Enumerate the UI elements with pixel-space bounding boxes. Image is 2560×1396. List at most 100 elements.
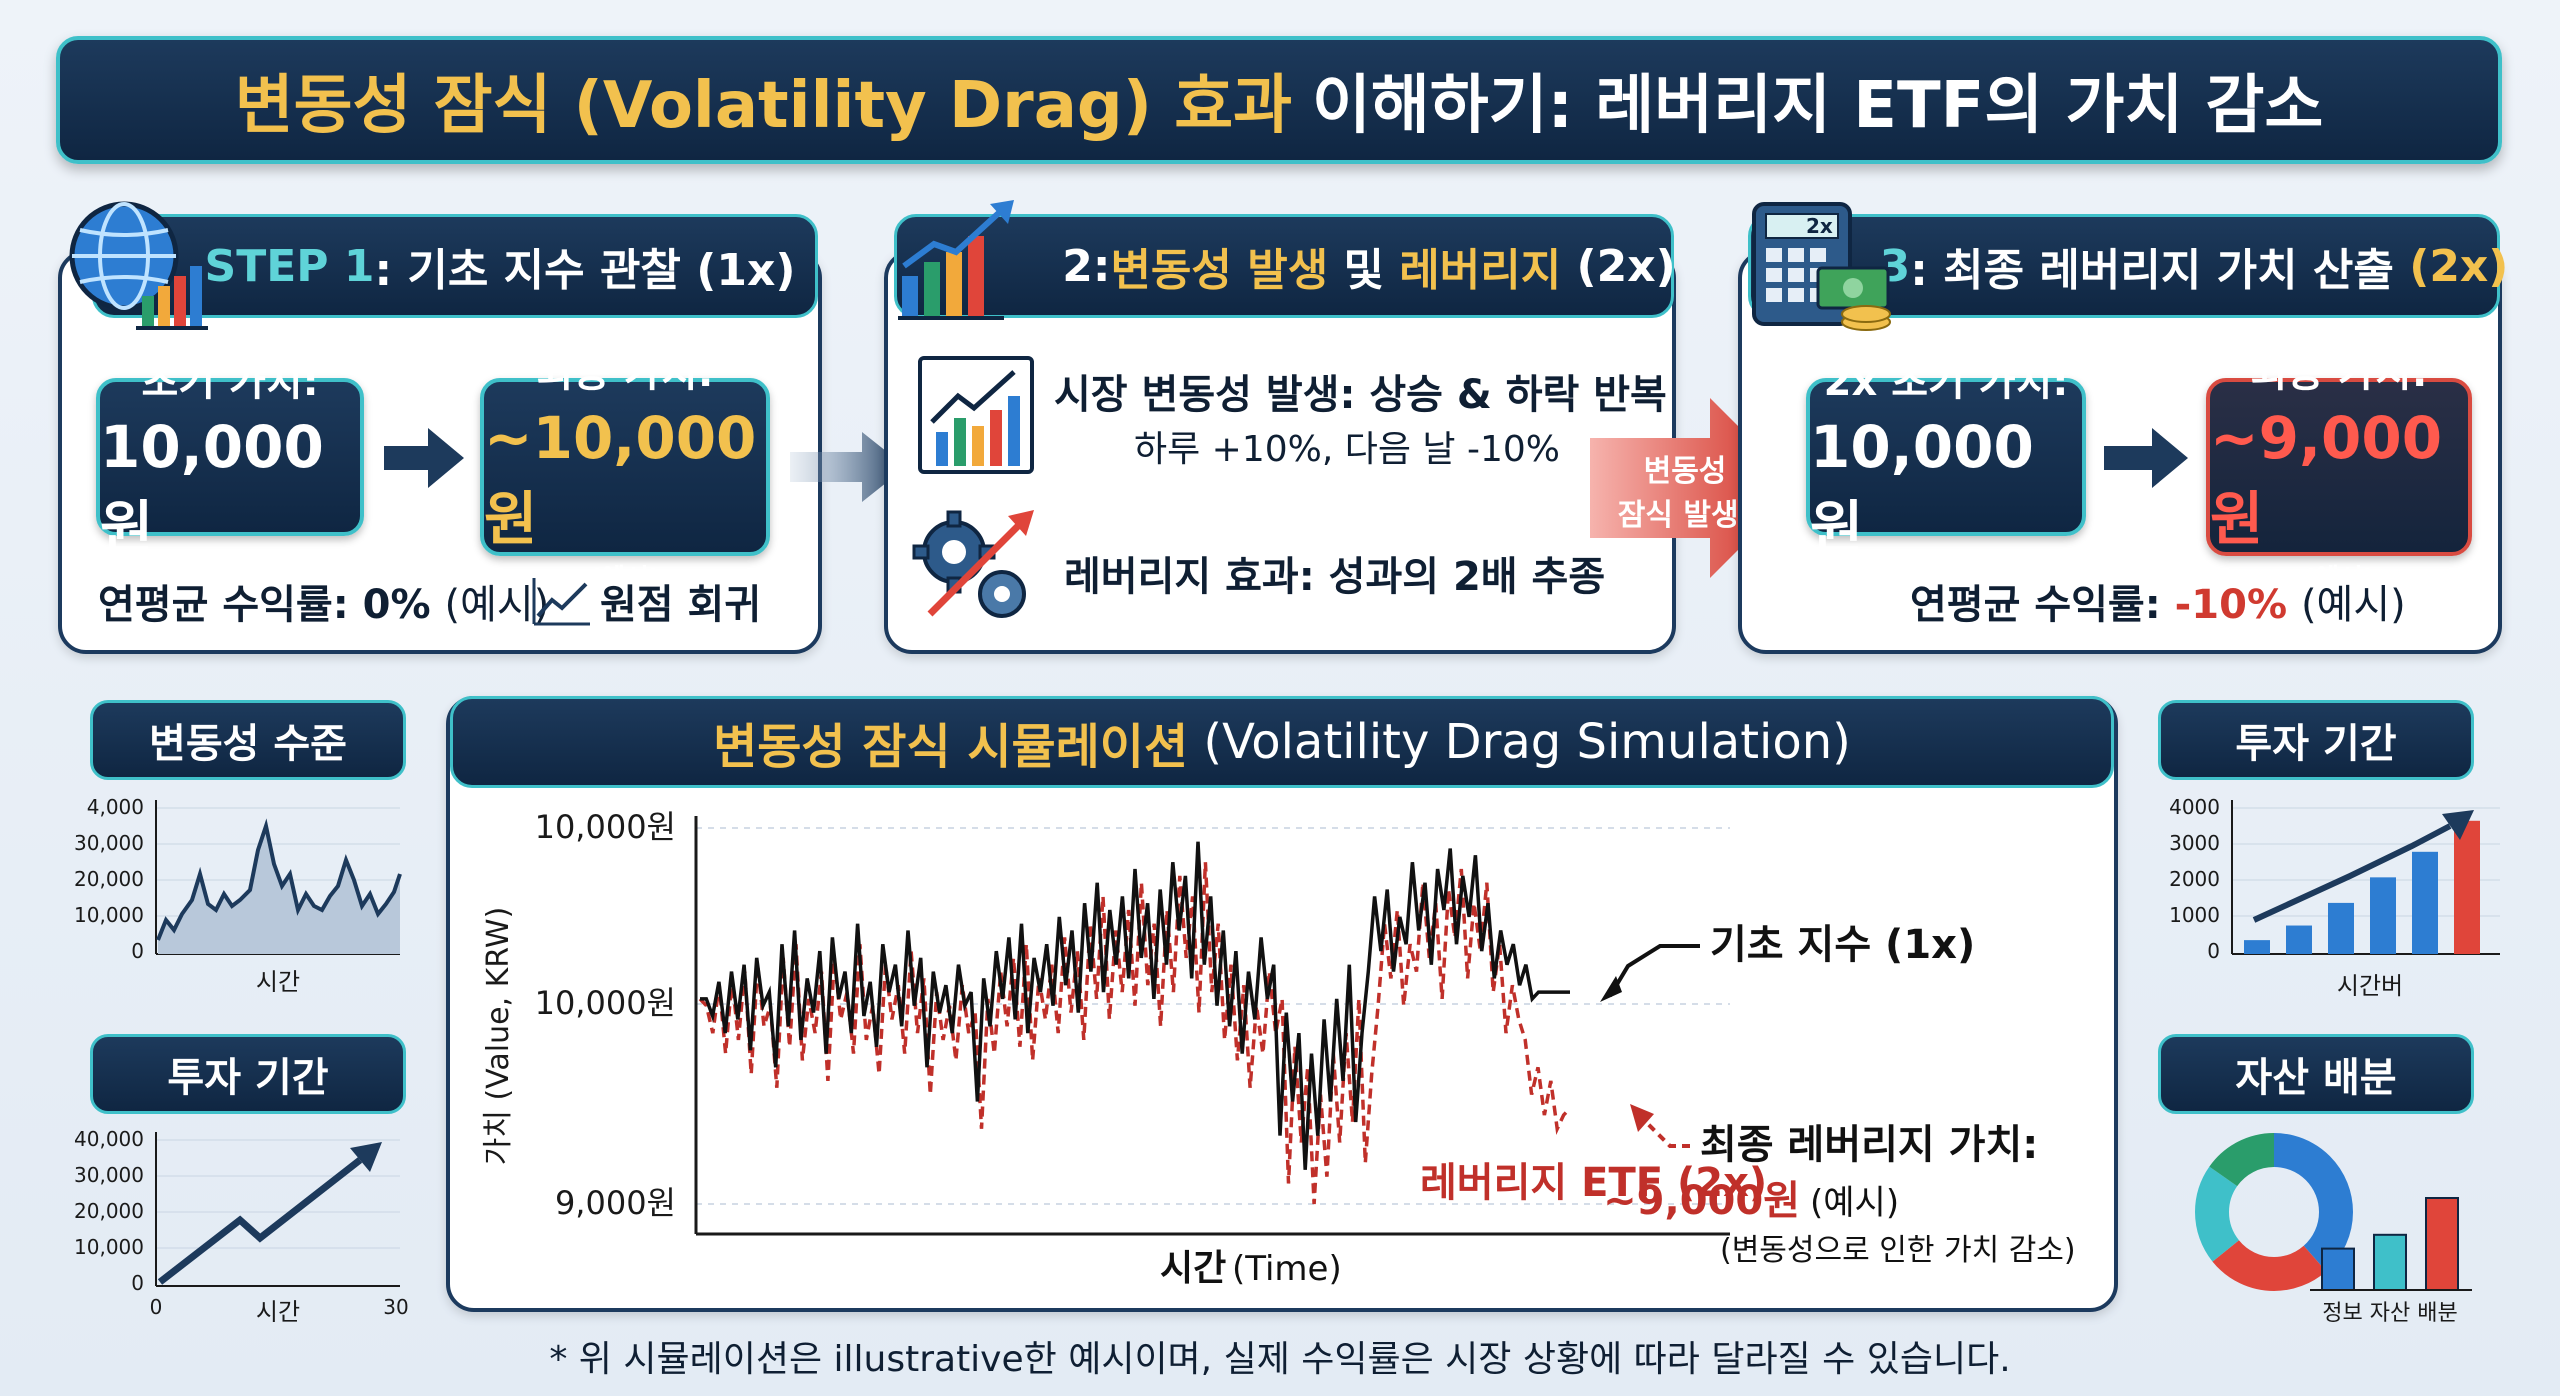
step1-return-label: 연평균 수익률: [98,582,349,628]
allocation-bar [2321,1247,2355,1291]
investment-period-label-right: 투자 기간 [2158,700,2474,780]
period-xlabel: 시간 [256,1298,300,1326]
step3-return-text: 연평균 수익률: -10% (예시) [1910,572,2406,630]
step1-return-text: 연평균 수익률: 0% (예시) [98,572,549,630]
simulation-ylabel: 가치 (Value, KRW) [481,907,516,1166]
step1-header-text: : 기초 지수 관찰 (1x) [374,245,796,296]
vol-tick-4: 0 [131,939,144,963]
period-bar [2286,925,2312,954]
title-banner: 변동성 잠식 (Volatility Drag) 효과 이해하기: 레버리지 E… [56,36,2502,164]
drag-arrow-line2: 잠식 발생! [1617,498,1753,533]
simulation-header-gold: 변동성 잠식 시뮬레이션 [713,719,1189,775]
step2-header: 2: 변동성 발생 및 레버리지 (2x) [894,214,1676,318]
calculator-display-label: 2x [1806,214,1833,238]
sim-ytick-0: 10,000원 [535,808,676,846]
step2-head-mid: 및 [1328,245,1400,296]
step-arrow-1-icon [790,432,906,502]
rp-tick-1: 3000 [2169,831,2220,855]
rp-tick-3: 1000 [2169,903,2220,927]
step1-final-box: 최종 가치: ~10,000원 (예시) [480,350,770,594]
step3-final-value: ~9,000원 [2210,403,2443,553]
legend-etf: 레버리지 ETF (2x) [1420,1160,1767,1206]
index-legend-pointer [1608,944,1700,998]
investment-period-bar-chart: 4000 3000 2000 1000 0 시간버 [2169,795,2500,1000]
step2-head-gold2: 레버리지 [1399,245,1562,296]
base-index-line [700,841,1570,1170]
vol-xlabel: 시간 [256,968,300,996]
step1-header-prefix: STEP 1 [204,240,375,292]
period-bar [2328,902,2354,954]
step2-vol-title: 시장 변동성 발생: 상승 & 하락 반복 [1054,372,1667,418]
step1-header: STEP 1: 기초 지수 관찰 (1x) [92,214,818,318]
period-x-end: 30 [383,1295,408,1319]
period-bar [2370,877,2396,954]
vol-tick-2: 20,000 [74,867,144,891]
footer-disclaimer: * 위 시뮬레이션은 illustrative한 예시이며, 실제 수익률은 시… [549,1339,2011,1380]
step1-initial-box: 초기 가치: 10,000원 [96,359,364,562]
step1-return-value: 0% [362,582,431,628]
vol-tick-3: 10,000 [74,903,144,927]
step2-head-end: (2x) [1561,240,1676,292]
step1-final-label: 최종 가치: [536,349,714,396]
period-tick-2: 20,000 [74,1199,144,1223]
investment-period-mini-chart: 40,000 30,000 20,000 10,000 0 0 30 시간 [74,1127,409,1326]
allocation-bar [2373,1233,2407,1292]
volatility-mini-chart: 4,000 30,000 20,000 10,000 0 시간 [74,795,402,996]
drag-arrow-line1: 변동성 [1643,454,1727,489]
rp-tick-4: 0 [2207,939,2220,963]
globe-chart-icon [69,201,208,330]
step1-return-note: (예시) [444,582,550,628]
period-tick-4: 0 [131,1271,144,1295]
step1-reversion: 원점 회귀 [600,582,762,628]
investment-period-label-left: 투자 기간 [90,1034,406,1114]
bar-chart-growth-icon [898,200,1014,320]
asset-allocation-label: 자산 배분 [2158,1034,2474,1114]
step1-initial-label: 초기 가치: [141,359,319,405]
period-tick-1: 30,000 [74,1163,144,1187]
step2-head-gold1: 변동성 발생 [1110,245,1329,296]
calculator-money-icon [1752,202,1891,331]
period-bar [2244,940,2270,954]
sim-final-reason: (변동성으로 인한 가치 감소) [1720,1233,2076,1268]
volatility-level-label: 변동성 수준 [90,700,406,780]
step3-arrow-icon [2104,428,2188,488]
step1-final-note: (예시) [589,563,661,594]
period-tick-3: 10,000 [74,1235,144,1259]
period-bar [2454,820,2480,954]
rp-xlabel: 시간버 [2337,972,2403,1000]
period-tick-0: 40,000 [74,1127,144,1151]
rp-tick-0: 4000 [2169,795,2220,819]
gears-icon [912,510,1034,618]
sim-final-value: ~9,000원 [1603,1178,1800,1224]
legend-index: 기초 지수 (1x) [1710,922,1975,968]
simulation-header: 변동성 잠식 시뮬레이션 (Volatility Drag Simulation… [450,696,2114,788]
step3-initial-box: 2x 초기 가치: 10,000원 [1806,359,2086,562]
allocation-caption: 정보 자산 배분 [2322,1301,2457,1326]
leveraged-etf-line [698,862,1572,1205]
step1-arrow-icon [384,428,464,488]
step1-final-value: ~10,000원 [484,403,757,553]
rp-tick-2: 2000 [2169,867,2220,891]
allocation-bar [2425,1197,2459,1291]
title-highlight: 변동성 잠식 (Volatility Drag) 효과 [234,69,1293,143]
sim-ytick-2: 9,000원 [555,1184,676,1222]
step3-initial-value: 10,000원 [1810,413,2034,562]
step3-final-label: 최종 가치: [2250,349,2428,396]
step2-vol-sub: 하루 +10%, 다음 날 -10% [1134,429,1561,470]
step2-head-prefix: 2: [1062,240,1111,292]
step3-return-label: 연평균 수익률: [1910,582,2161,628]
step3-head-end: (2x) [2409,240,2509,292]
asset-allocation-icon: 정보 자산 배분 [2195,1133,2472,1326]
step1-initial-value: 10,000원 [100,413,324,562]
sim-ytick-1: 10,000원 [535,984,676,1022]
step3-return-value: -10% [2174,582,2288,628]
step3-head-mid: : 최종 레버리지 가치 산출 [1910,245,2410,296]
market-volatility-icon [918,356,1034,474]
title-rest: 이해하기: 레버리지 ETF의 가치 감소 [1312,69,2324,143]
trend-line-icon [532,578,590,626]
sim-xlabel-bold: 시간 [1160,1248,1226,1289]
vol-tick-0: 4,000 [87,795,144,819]
etf-legend-pointer [1638,1114,1690,1148]
step3-initial-label: 2x 초기 가치: [1823,359,2069,405]
sim-xlabel-rest: (Time) [1232,1249,1342,1289]
